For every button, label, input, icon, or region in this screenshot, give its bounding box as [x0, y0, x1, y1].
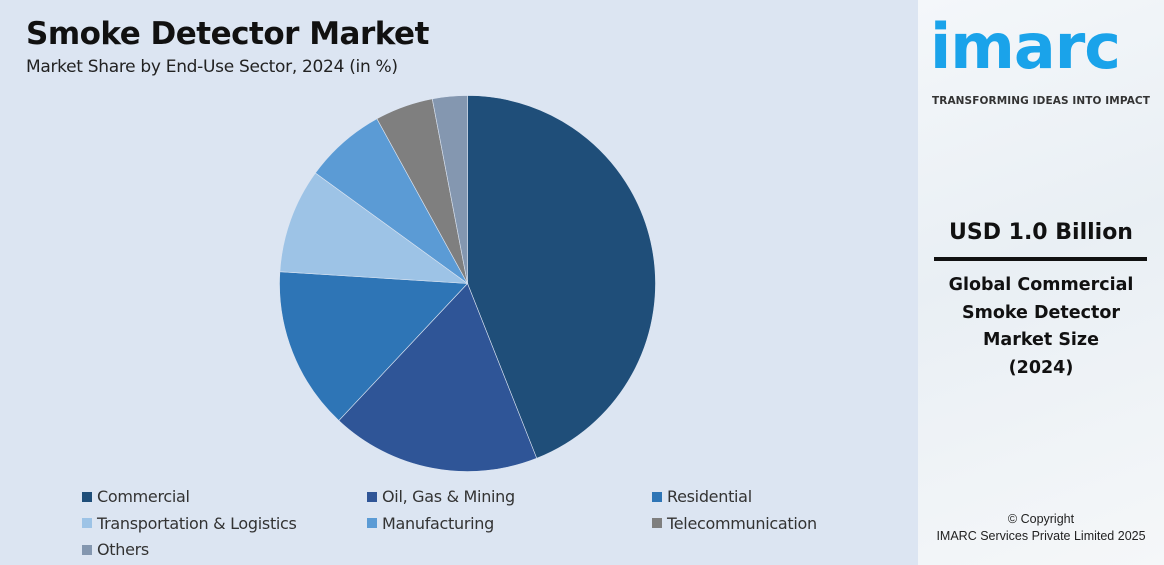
legend-label: Commercial — [97, 487, 190, 506]
description-line: (2024) — [1008, 357, 1074, 378]
pie-slice-others — [431, 95, 468, 284]
chart-subtitle: Market Share by End-Use Sector, 2024 (in… — [26, 57, 398, 77]
legend-swatch — [82, 544, 92, 555]
imarc-logo: imarc — [930, 10, 1121, 83]
description-line: Smoke Detector — [961, 302, 1120, 323]
legend-label: Manufacturing — [382, 513, 494, 533]
legend-label: Others — [97, 540, 149, 559]
legend-item: Telecommunication — [652, 514, 817, 533]
chart-area: Smoke Detector Market Market Share by En… — [26, 16, 818, 559]
legend-label: Oil, Gas & Mining — [382, 487, 515, 506]
legend-item: Commercial — [82, 487, 190, 506]
legend-swatch — [367, 518, 377, 528]
legend-item: Transportation & Logistics — [82, 514, 297, 533]
divider — [934, 257, 1147, 261]
copyright: © Copyright IMARC Services Private Limit… — [918, 511, 1164, 545]
description-line: Market Size — [982, 330, 1099, 350]
legend-item: Manufacturing — [367, 514, 494, 533]
pie-slice-transportation-logistics — [279, 172, 469, 284]
chart-title: Smoke Detector Market — [26, 16, 429, 52]
legend-item: Others — [82, 540, 149, 559]
logo-tagline: TRANSFORMING IDEAS INTO IMPACT — [932, 95, 1150, 107]
copyright-line: IMARC Services Private Limited 2025 — [936, 529, 1146, 543]
description-line: Global Commercial — [948, 275, 1134, 295]
market-size: USD 1.0 Billion — [949, 220, 1133, 245]
legend-swatch — [82, 518, 92, 528]
side-panel: imarc TRANSFORMING IDEAS INTO IMPACT USD… — [918, 0, 1164, 565]
legend-item: Oil, Gas & Mining — [367, 487, 515, 506]
pie-slice-oil-gas-mining — [338, 282, 538, 472]
market-size-description: Global Commercial Smoke Detector Market … — [918, 272, 1164, 382]
pie-slice-residential — [279, 271, 469, 421]
legend-label: Telecommunication — [667, 513, 817, 533]
pie-slice-commercial — [467, 95, 656, 459]
legend-swatch — [652, 518, 662, 528]
legend-item: Residential — [652, 487, 752, 506]
legend-label: Residential — [667, 487, 752, 506]
legend-label: Transportation & Logistics — [97, 513, 297, 533]
pie-chart — [279, 95, 656, 472]
legend-swatch — [367, 491, 377, 502]
copyright-line: © Copyright — [1007, 512, 1075, 526]
legend-swatch — [82, 491, 92, 502]
legend-swatch — [652, 491, 662, 502]
